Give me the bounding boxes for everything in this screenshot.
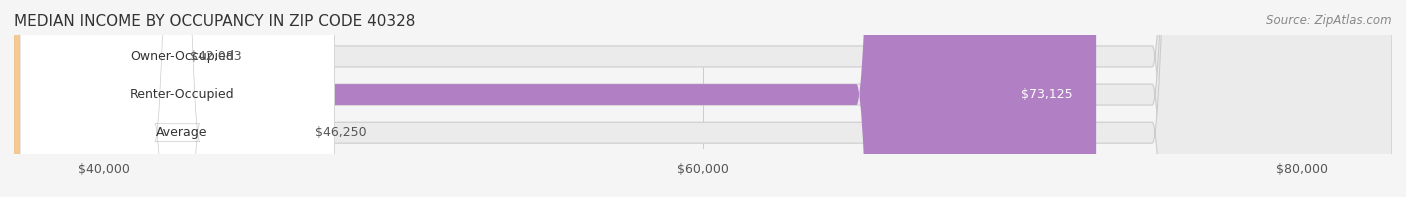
FancyBboxPatch shape <box>14 0 1392 197</box>
FancyBboxPatch shape <box>14 0 1392 197</box>
Text: Average: Average <box>156 126 208 139</box>
Text: $73,125: $73,125 <box>1021 88 1073 101</box>
Text: Owner-Occupied: Owner-Occupied <box>129 50 233 63</box>
Text: $42,083: $42,083 <box>190 50 242 63</box>
Text: $46,250: $46,250 <box>315 126 367 139</box>
FancyBboxPatch shape <box>14 0 1097 197</box>
FancyBboxPatch shape <box>14 0 1392 197</box>
Text: Renter-Occupied: Renter-Occupied <box>129 88 235 101</box>
Text: Source: ZipAtlas.com: Source: ZipAtlas.com <box>1267 14 1392 27</box>
FancyBboxPatch shape <box>20 0 335 197</box>
Text: MEDIAN INCOME BY OCCUPANCY IN ZIP CODE 40328: MEDIAN INCOME BY OCCUPANCY IN ZIP CODE 4… <box>14 14 415 29</box>
FancyBboxPatch shape <box>20 0 335 197</box>
FancyBboxPatch shape <box>0 0 253 197</box>
FancyBboxPatch shape <box>20 0 335 197</box>
FancyBboxPatch shape <box>14 0 291 197</box>
